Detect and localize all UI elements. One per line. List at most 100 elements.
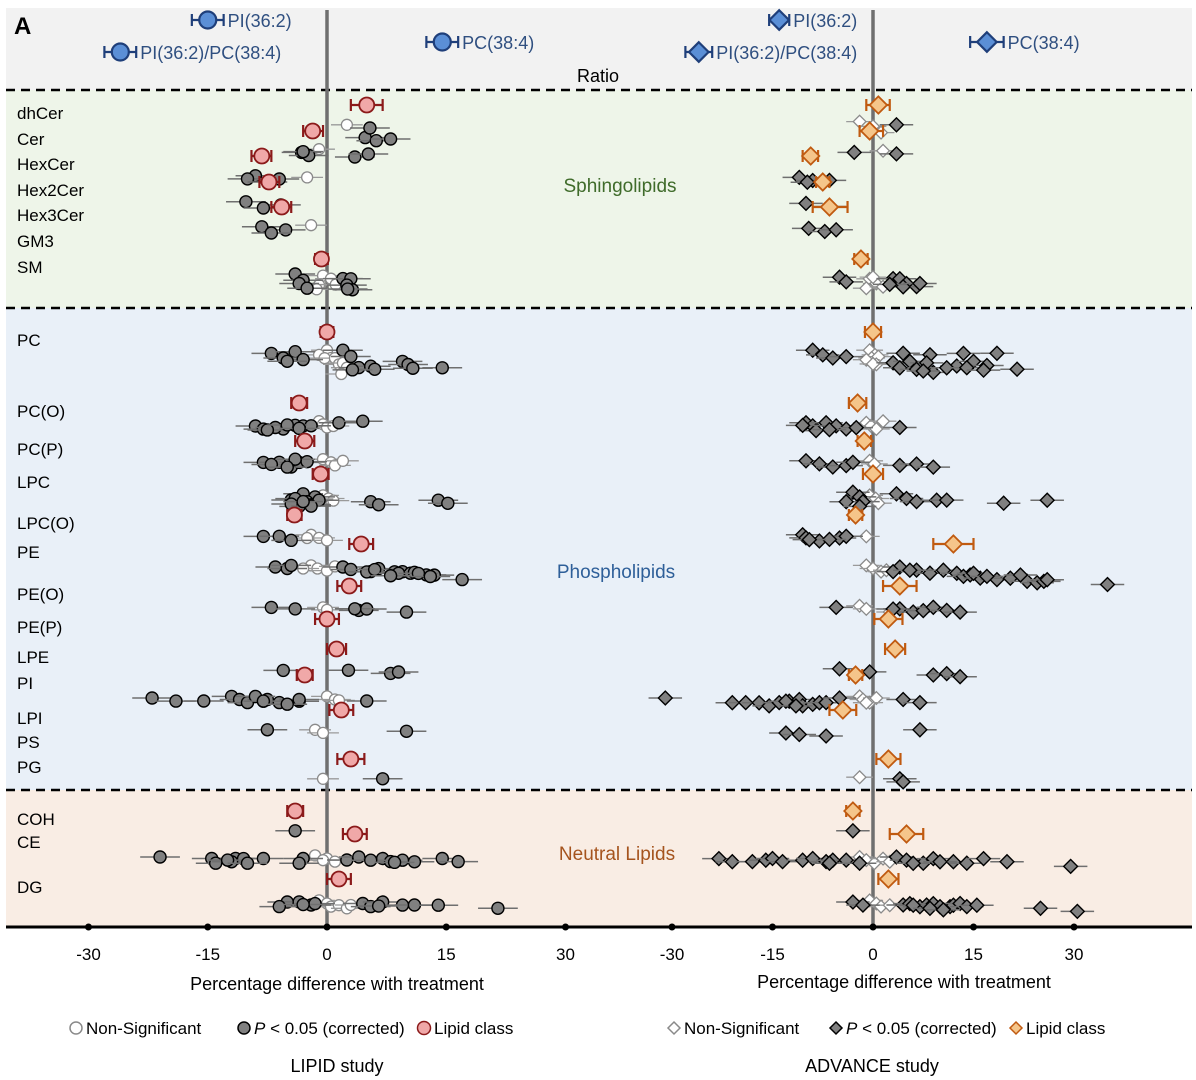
lipid-class-point (330, 870, 348, 888)
advance-sig-point (912, 275, 928, 292)
lipid-class-label: PI (17, 674, 33, 693)
lipid-sig-point (371, 498, 386, 512)
lipid-sig-point (360, 694, 374, 708)
lipid-class-label: CE (17, 833, 41, 852)
advance-sig-point (799, 174, 816, 191)
lipid-tick-label: 0 (322, 945, 331, 964)
advance-sig-point (1009, 361, 1025, 378)
legend-label: Non-Significant (86, 1019, 202, 1038)
lipid-ratio-point (198, 10, 218, 30)
legend-class-marker (1008, 1020, 1024, 1036)
lipid-tick-label: -15 (195, 945, 220, 964)
lipid-sig-point (288, 824, 302, 838)
section-label-neutral: Neutral Lipids (559, 844, 675, 865)
advance-class-point (889, 576, 910, 596)
legend-sig-marker (237, 1021, 251, 1035)
lipid-x-axis-label: Percentage difference with treatment (190, 974, 484, 994)
lipid-sig-point (256, 201, 271, 215)
lipid-sig-point (423, 569, 438, 584)
lipid-sig-point (208, 856, 223, 870)
advance-sig-point (905, 855, 922, 872)
advance-class-point (885, 639, 906, 659)
lipid-class-label: LPC(O) (17, 514, 75, 533)
data-points: dhCer Cer HexCer Hex2Cer Hex3Cer GM3 SM PC PC(O)… (17, 8, 1125, 920)
advance-class-point (854, 431, 875, 451)
advance-ns-point (852, 769, 867, 785)
lipid-class-label: Hex2Cer (17, 181, 84, 200)
lipid-sig-point (363, 121, 377, 135)
lipid-ratio-point (432, 32, 452, 52)
lipid-tick-mark (442, 923, 450, 931)
advance-sig-point (925, 667, 942, 683)
advance-sig-point (1012, 567, 1029, 583)
lipid-class-point (332, 701, 350, 719)
advance-sig-point (888, 146, 905, 162)
advance-sig-point (818, 728, 834, 744)
lipid-sig-point (292, 856, 306, 870)
advance-sig-point (938, 359, 955, 376)
lipid-class-label: COH (17, 810, 55, 829)
lipid-sig-point (344, 349, 358, 364)
phospholipids-band (6, 308, 1192, 790)
advance-sig-point (995, 495, 1012, 512)
advance-sig-point (938, 602, 955, 619)
legend-class-marker (416, 1020, 432, 1036)
advance-sig-point (824, 459, 841, 475)
lipid-sig-point (387, 855, 402, 870)
ratio-label: Ratio (577, 66, 619, 86)
lipid-class-label: HexCer (17, 155, 75, 174)
lipid-ns-point (300, 531, 314, 545)
advance-sig-point (778, 725, 794, 741)
lipid-ratio-label: PI(36:2) (228, 11, 292, 31)
advance-tick-mark (869, 923, 877, 931)
lipid-sig-point (240, 172, 255, 186)
advance-class-point (878, 749, 899, 769)
advance-sig-point (724, 853, 741, 870)
advance-sig-point (794, 417, 811, 434)
advance-class-point (859, 121, 880, 141)
advance-ns-point (859, 601, 874, 617)
lipid-sig-point (491, 901, 505, 915)
advance-class-point (878, 609, 899, 629)
advance-class-point (851, 249, 871, 269)
lipid-ratio-label: PC(38:4) (462, 33, 534, 53)
advance-sig-point (975, 362, 992, 379)
advance-ns-point (859, 280, 874, 296)
advance-sig-point (846, 144, 863, 161)
lipid-sig-point (296, 897, 310, 912)
advance-sig-point (814, 347, 831, 363)
lipid-sig-point (435, 361, 449, 375)
advance-sig-point (958, 359, 975, 376)
legend-label: Lipid class (1026, 1019, 1105, 1038)
advance-class-point (896, 824, 917, 844)
lipid-class-point (304, 122, 322, 140)
advance-sig-point (851, 855, 868, 872)
lipid-sig-point (391, 665, 406, 679)
advance-class-point (845, 665, 866, 685)
advance-ratio-label: PI(36:2)/PC(38:4) (716, 43, 857, 63)
legend-sig-marker (828, 1020, 844, 1036)
lipid-class-point (290, 394, 308, 412)
legend-label: P < 0.05 (corrected) (846, 1019, 997, 1038)
lipid-tick-label: 30 (556, 945, 575, 964)
lipid-class-point (318, 610, 336, 628)
advance-tick-label: -30 (660, 945, 685, 964)
sphingolipids-band (6, 90, 1192, 308)
lipid-class-label: Cer (17, 130, 45, 149)
advance-sig-point (828, 599, 845, 616)
advance-sig-point (925, 459, 942, 475)
lipid-ns-point (336, 454, 350, 467)
lipid-sig-point (256, 694, 271, 708)
advance-sig-point (845, 454, 861, 471)
advance-tick-label: -15 (760, 945, 785, 964)
advance-sig-point (935, 901, 952, 918)
lipid-sig-point (348, 602, 362, 616)
advance-sig-point (958, 855, 975, 872)
advance-sig-point (912, 694, 928, 711)
lipid-class-label: LPI (17, 709, 43, 728)
lipid-sig-point (332, 416, 346, 430)
lipid-class-point (273, 198, 291, 216)
advance-sig-point (975, 850, 992, 867)
advance-ratio-point (687, 40, 711, 64)
lipid-tick-label: -30 (76, 945, 101, 964)
